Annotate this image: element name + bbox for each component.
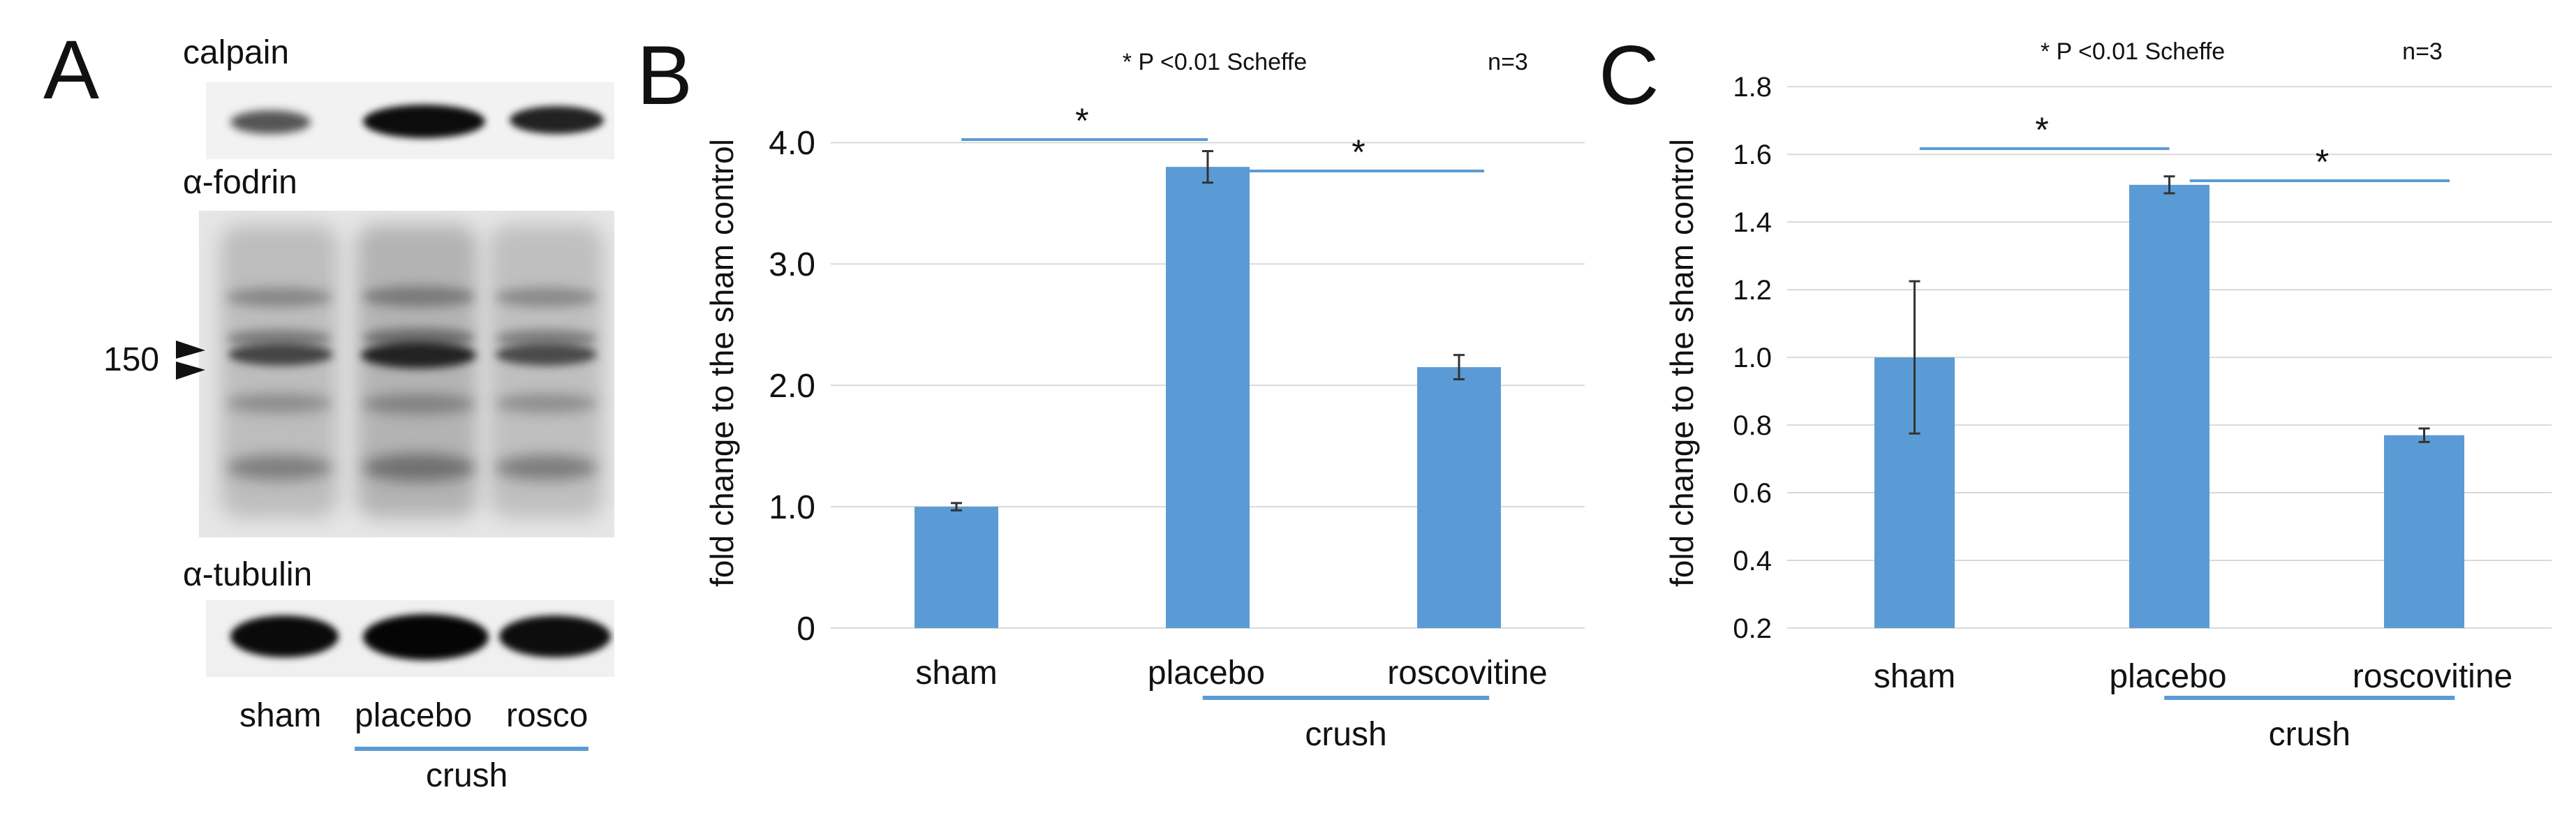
chart-c-category-label: placebo [2109, 658, 2226, 695]
chart-b-ytick-label: 4.0 [769, 125, 815, 162]
chart-b-group-label: crush [1305, 716, 1386, 753]
lane-label-rosco: rosco [506, 697, 589, 734]
chart-b-svg: 0 1.0 2.0 3.0 4.0 fold change to the sham con… [704, 49, 1585, 753]
panel-letter-c: C [1599, 29, 1659, 122]
chart-b-bar-roscovitine [1417, 367, 1501, 628]
chart-c-category-label: roscovitine [2353, 658, 2512, 695]
chart-b-ytick-label: 1.0 [769, 489, 815, 526]
crush-group-line [355, 747, 589, 751]
chart-c-ytick-label: 1.0 [1733, 343, 1772, 373]
chart-c-ylabel: fold change to the sham control [1664, 139, 1700, 587]
blot-label-fodrin: α-fodrin [183, 164, 297, 201]
calpain-band-rosco [510, 106, 604, 134]
crush-group-label: crush [426, 757, 508, 794]
chart-b-bar-sham [915, 507, 998, 628]
chart-b-n-label: n=3 [1488, 49, 1528, 75]
lane-label-placebo: placebo [355, 697, 473, 734]
lane-label-sham: sham [239, 697, 322, 734]
fodrin-150-band-sham [228, 343, 333, 366]
chart-c-ytick-label: 1.8 [1733, 72, 1772, 103]
blot-label-calpain: calpain [183, 34, 290, 71]
fodrin-blot [199, 211, 614, 537]
chart-b-category-label: placebo [1148, 655, 1265, 692]
fodrin-150-band-rosco [496, 343, 597, 366]
chart-b-bar-placebo [1166, 167, 1250, 628]
chart-b-category-label: sham [915, 655, 997, 692]
chart-c-svg: 0.2 0.4 0.6 0.8 1.0 1.2 1.4 1.6 1.8 fold change t… [1664, 38, 2552, 753]
chart-b-ytick-label: 3.0 [769, 246, 815, 283]
chart-c-group-label: crush [2269, 716, 2351, 753]
chart-c-n-label: n=3 [2402, 38, 2443, 65]
chart-c-sig-star: * [2035, 110, 2048, 149]
fodrin-150-band-placebo [361, 342, 476, 368]
chart-c-ytick-label: 0.4 [1733, 546, 1772, 576]
tubulin-band-rosco [499, 616, 611, 657]
chart-c-ytick-label: 1.2 [1733, 275, 1772, 306]
chart-b-ytick-label: 0 [797, 611, 815, 648]
chart-c-bar-roscovitine [2384, 435, 2464, 628]
tubulin-band-placebo [363, 614, 489, 660]
chart-b-annotation: * P <0.01 Scheffe [1123, 49, 1307, 75]
panel-letter-b: B [637, 29, 693, 122]
chart-c-ytick-label: 0.8 [1733, 410, 1772, 441]
chart-c-ytick-label: 0.2 [1733, 613, 1772, 644]
marker-label-150: 150 [103, 341, 160, 378]
marker-arrow-icon [176, 341, 205, 380]
chart-b-sig-star: * [1075, 101, 1088, 140]
calpain-blot [206, 82, 614, 159]
tubulin-band-sham [230, 616, 339, 657]
chart-c-sig-star: * [2316, 142, 2329, 181]
chart-c-ytick-label: 1.4 [1733, 207, 1772, 238]
chart-c-annotation: * P <0.01 Scheffe [2041, 38, 2225, 65]
chart-b-sig-star: * [1352, 133, 1365, 172]
chart-c-bar-placebo [2129, 184, 2209, 628]
calpain-band-sham [230, 110, 311, 134]
blot-label-tubulin: α-tubulin [183, 556, 313, 593]
calpain-band-placebo [363, 105, 485, 138]
chart-c-ytick-label: 0.6 [1733, 478, 1772, 509]
panel-letter-a: A [43, 23, 100, 117]
chart-b-ytick-label: 2.0 [769, 368, 815, 405]
chart-c-category-label: sham [1874, 658, 1955, 695]
chart-b-category-label: roscovitine [1387, 655, 1547, 692]
tubulin-blot [206, 600, 614, 677]
chart-c-ytick-label: 1.6 [1733, 140, 1772, 170]
chart-b-ylabel: fold change to the sham control [704, 139, 740, 587]
